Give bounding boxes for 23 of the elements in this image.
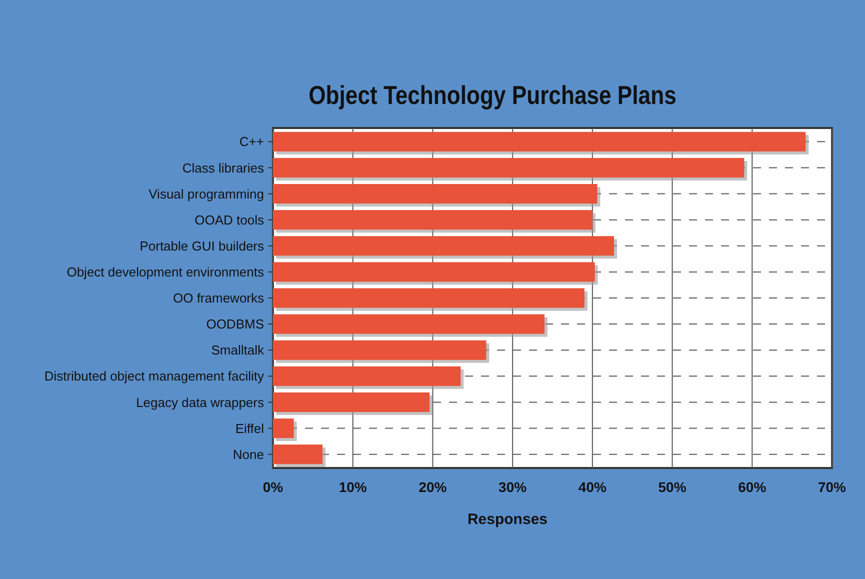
x-tick-label: 10% [338, 479, 368, 495]
y-tick-label: Legacy data wrappers [136, 394, 264, 410]
x-tick-label: 70% [818, 479, 847, 495]
y-tick-label: C++ [239, 134, 264, 150]
y-tick-label: Portable GUI builders [140, 238, 264, 254]
y-tick-label: Class libraries [182, 160, 264, 176]
x-tick-label: 60% [738, 479, 767, 495]
y-tick-label: Eiffel [235, 420, 264, 436]
chart-title: Object Technology Purchase Plans [308, 81, 676, 110]
y-tick-label: Distributed object management facility [44, 368, 264, 384]
x-tick-label: 20% [418, 479, 448, 495]
x-axis-title: Responses [467, 511, 548, 528]
x-tick-label: 40% [578, 479, 607, 495]
y-tick-label: None [232, 446, 264, 462]
x-tick-label: 0% [262, 479, 284, 495]
x-tick-label: 50% [658, 479, 687, 495]
y-tick-label: Object development environments [66, 264, 264, 280]
y-tick-label: Visual programming [148, 186, 264, 202]
y-tick-label: OODBMS [206, 316, 264, 332]
y-tick-label: OO frameworks [172, 290, 264, 306]
x-tick-label: 30% [498, 479, 528, 495]
y-tick-label: OOAD tools [194, 212, 264, 228]
y-tick-label: Smalltalk [211, 342, 264, 358]
